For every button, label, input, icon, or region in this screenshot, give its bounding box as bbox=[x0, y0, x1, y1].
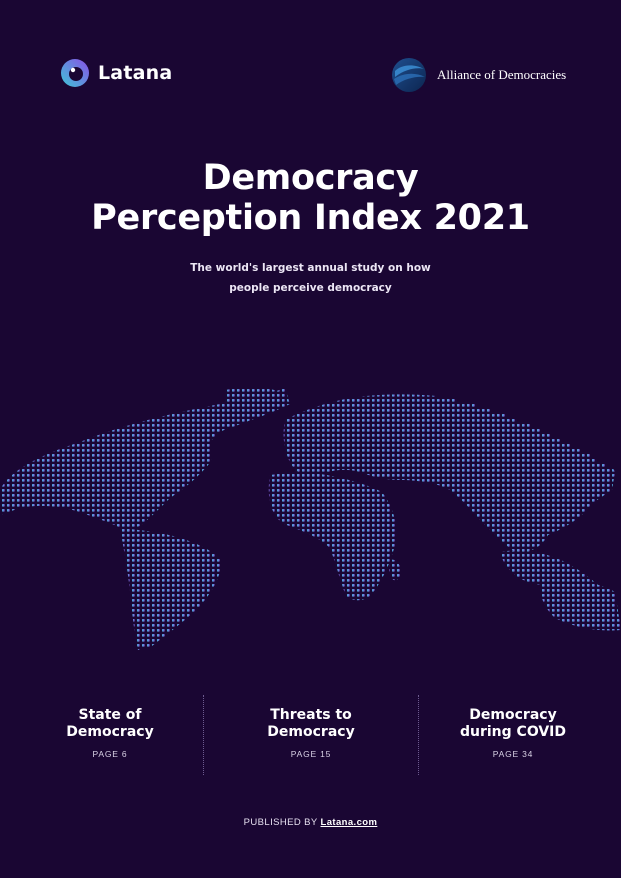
section-democracy-during-covid[interactable]: Democracy during COVID PAGE 34 bbox=[413, 707, 613, 759]
section-title-line-1: State of bbox=[78, 707, 142, 723]
published-by-label: PUBLISHED BY bbox=[243, 817, 318, 828]
section-title: Threats to Democracy bbox=[211, 707, 411, 741]
subtitle-line-1: The world's largest annual study on how bbox=[190, 262, 431, 274]
dotted-world-map bbox=[2, 389, 620, 650]
section-title-line-1: Threats to bbox=[270, 707, 352, 723]
title-line-1: Democracy bbox=[202, 158, 419, 198]
section-title-line-2: Democracy bbox=[66, 724, 154, 740]
alliance-of-democracies-logo[interactable]: Alliance of Democracies bbox=[391, 57, 566, 93]
subtitle: The world's largest annual study on how … bbox=[0, 258, 621, 298]
latana-link[interactable]: Latana.com bbox=[320, 817, 378, 828]
section-divider bbox=[203, 695, 204, 775]
section-threats-to-democracy[interactable]: Threats to Democracy PAGE 15 bbox=[211, 707, 411, 759]
section-title: Democracy during COVID bbox=[413, 707, 613, 741]
section-state-of-democracy[interactable]: State of Democracy PAGE 6 bbox=[10, 707, 210, 759]
footer: PUBLISHED BY Latana.com bbox=[0, 817, 621, 828]
section-title-line-2: Democracy bbox=[267, 724, 355, 740]
section-page-number: PAGE 6 bbox=[92, 749, 128, 759]
section-page-number: PAGE 34 bbox=[492, 749, 534, 759]
subtitle-line-2: people perceive democracy bbox=[229, 282, 392, 294]
section-title: State of Democracy bbox=[10, 707, 210, 741]
latana-logo-text: Latana bbox=[98, 62, 173, 84]
alliance-logo-text: Alliance of Democracies bbox=[437, 67, 567, 82]
section-title-line-2: during COVID bbox=[459, 724, 567, 740]
section-title-line-1: Democracy bbox=[469, 707, 557, 723]
latana-logo-icon bbox=[61, 59, 89, 87]
latana-logo[interactable]: Latana bbox=[60, 58, 172, 88]
section-page-number: PAGE 15 bbox=[290, 749, 332, 759]
title-line-2: Perception Index 2021 bbox=[91, 198, 530, 238]
page-title: Democracy Perception Index 2021 bbox=[0, 158, 621, 238]
section-divider bbox=[418, 695, 419, 775]
section-links: State of Democracy PAGE 6 Threats to Dem… bbox=[0, 695, 621, 775]
map-dots bbox=[2, 389, 620, 650]
header: Latana Alliance of Democracies bbox=[0, 0, 621, 150]
alliance-globe-icon bbox=[392, 58, 426, 92]
